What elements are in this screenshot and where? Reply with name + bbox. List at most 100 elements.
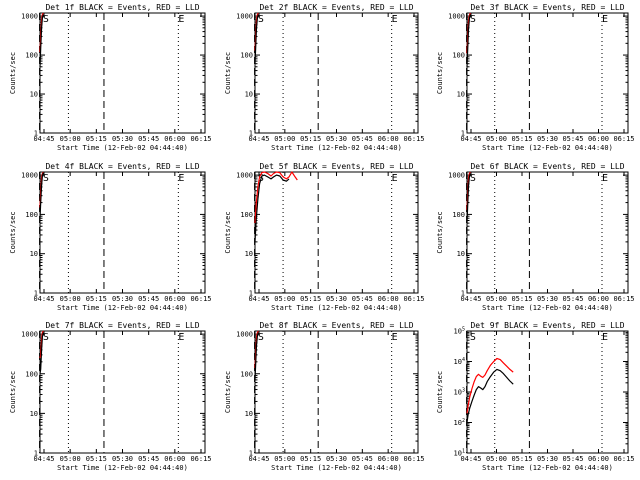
panel-title: Det 8f BLACK = Events, RED = LLD bbox=[259, 321, 413, 330]
x-tick-label: 04:45 bbox=[248, 455, 269, 463]
y-tick-label: 1 bbox=[34, 129, 38, 137]
detector-panel-9: Det 9f BLACK = Events, RED = LLD S E 04:45 0… bbox=[436, 321, 635, 472]
x-tick-label: 04:45 bbox=[460, 135, 481, 143]
y-tick-label: 101 bbox=[454, 448, 465, 457]
x-tick-label: 05:45 bbox=[138, 135, 159, 143]
y-tick-label: 100 bbox=[240, 370, 253, 378]
detector-panel-3: Det 3f BLACK = Events, RED = LLD S E 04:45 0… bbox=[436, 3, 635, 152]
marker-label-e: E bbox=[392, 332, 398, 343]
x-tick-label: 05:00 bbox=[60, 295, 81, 303]
x-tick-label: 05:30 bbox=[112, 135, 133, 143]
x-tick-label: 05:15 bbox=[300, 455, 321, 463]
x-tick-label: 06:00 bbox=[164, 295, 185, 303]
x-tick-label: 06:15 bbox=[190, 295, 211, 303]
x-tick-label: 05:15 bbox=[511, 295, 532, 303]
panel-title: Det 2f BLACK = Events, RED = LLD bbox=[259, 3, 413, 12]
x-tick-label: 05:30 bbox=[537, 455, 558, 463]
marker-label-e: E bbox=[602, 173, 608, 184]
x-tick-label: 06:15 bbox=[613, 295, 634, 303]
y-tick-label: 1000 bbox=[21, 13, 38, 21]
marker-label-s: S bbox=[470, 14, 476, 25]
x-axis-label: Start Time (12-Feb-02 04:44:40) bbox=[57, 144, 188, 152]
x-tick-label: 05:15 bbox=[86, 135, 107, 143]
panel-title: Det 7f BLACK = Events, RED = LLD bbox=[45, 321, 199, 330]
detector-panel-7: Det 7f BLACK = Events, RED = LLD S E 04:45 0… bbox=[9, 321, 212, 472]
y-tick-label: 1 bbox=[34, 449, 38, 457]
x-tick-label: 05:45 bbox=[352, 135, 373, 143]
detector-panel-8: Det 8f BLACK = Events, RED = LLD S E 04:45 0… bbox=[224, 321, 425, 472]
x-tick-label: 05:00 bbox=[486, 455, 507, 463]
x-tick-label: 05:45 bbox=[562, 455, 583, 463]
x-tick-label: 05:45 bbox=[138, 455, 159, 463]
x-axis-label: Start Time (12-Feb-02 04:44:40) bbox=[57, 464, 188, 472]
x-tick-label: 05:15 bbox=[511, 455, 532, 463]
panel-title: Det 6f BLACK = Events, RED = LLD bbox=[470, 162, 624, 171]
panel-title: Det 4f BLACK = Events, RED = LLD bbox=[45, 162, 199, 171]
x-tick-label: 04:45 bbox=[248, 295, 269, 303]
x-tick-label: 05:00 bbox=[486, 295, 507, 303]
x-axis-label: Start Time (12-Feb-02 04:44:40) bbox=[271, 144, 402, 152]
x-tick-label: 06:15 bbox=[403, 135, 424, 143]
series-line-lld bbox=[254, 171, 298, 224]
x-tick-label: 05:30 bbox=[537, 295, 558, 303]
series-line-events bbox=[466, 368, 514, 423]
y-tick-label: 102 bbox=[454, 418, 465, 427]
x-tick-label: 05:15 bbox=[86, 295, 107, 303]
x-tick-label: 06:15 bbox=[403, 295, 424, 303]
x-tick-label: 06:15 bbox=[190, 135, 211, 143]
y-tick-label: 103 bbox=[454, 388, 465, 397]
marker-label-e: E bbox=[178, 332, 184, 343]
marker-label-s: S bbox=[470, 332, 476, 343]
x-tick-label: 05:30 bbox=[326, 455, 347, 463]
x-tick-label: 05:00 bbox=[274, 135, 295, 143]
series-line-events bbox=[466, 173, 471, 224]
x-tick-label: 05:30 bbox=[112, 295, 133, 303]
y-tick-label: 1 bbox=[34, 289, 38, 297]
x-tick-label: 05:45 bbox=[562, 295, 583, 303]
y-tick-label: 104 bbox=[454, 357, 465, 366]
y-axis-label: Counts/sec bbox=[224, 211, 232, 253]
detector-panel-4: Det 4f BLACK = Events, RED = LLD S E 04:45 0… bbox=[9, 162, 212, 312]
marker-label-s: S bbox=[43, 332, 49, 343]
y-tick-label: 1000 bbox=[236, 13, 253, 21]
y-axis-label: Counts/sec bbox=[9, 211, 17, 253]
y-axis-label: Counts/sec bbox=[224, 371, 232, 413]
y-tick-label: 100 bbox=[25, 370, 38, 378]
x-axis-label: Start Time (12-Feb-02 04:44:40) bbox=[482, 464, 613, 472]
series-line-events bbox=[39, 332, 44, 374]
y-tick-label: 1 bbox=[249, 129, 253, 137]
detector-panel-6: Det 6f BLACK = Events, RED = LLD S E 04:45 0… bbox=[436, 162, 635, 312]
x-tick-label: 06:00 bbox=[378, 455, 399, 463]
y-axis-label: Counts/sec bbox=[224, 52, 232, 94]
y-tick-label: 10 bbox=[30, 410, 38, 418]
y-tick-label: 1000 bbox=[21, 331, 38, 339]
x-tick-label: 06:15 bbox=[403, 455, 424, 463]
marker-label-s: S bbox=[258, 332, 264, 343]
y-tick-label: 1000 bbox=[236, 331, 253, 339]
x-tick-label: 05:45 bbox=[138, 295, 159, 303]
x-tick-label: 04:45 bbox=[33, 455, 54, 463]
x-tick-label: 05:15 bbox=[300, 135, 321, 143]
y-axis-label: Counts/sec bbox=[436, 371, 444, 413]
x-tick-label: 05:45 bbox=[562, 135, 583, 143]
series-line-events bbox=[254, 14, 259, 64]
x-tick-label: 06:00 bbox=[588, 455, 609, 463]
y-tick-label: 1 bbox=[249, 449, 253, 457]
marker-label-s: S bbox=[43, 173, 49, 184]
marker-label-e: E bbox=[392, 173, 398, 184]
y-tick-label: 10 bbox=[245, 91, 253, 99]
x-tick-label: 05:15 bbox=[86, 455, 107, 463]
y-axis-label: Counts/sec bbox=[436, 211, 444, 253]
marker-label-s: S bbox=[258, 14, 264, 25]
panel-title: Det 5f BLACK = Events, RED = LLD bbox=[259, 162, 413, 171]
y-tick-label: 100 bbox=[452, 211, 465, 219]
x-axis-label: Start Time (12-Feb-02 04:44:40) bbox=[482, 304, 613, 312]
series-line-events bbox=[254, 332, 259, 380]
marker-label-e: E bbox=[392, 14, 398, 25]
detector-panel-1: Det 1f BLACK = Events, RED = LLD S E 04:45 0… bbox=[9, 3, 212, 152]
x-tick-label: 05:00 bbox=[60, 455, 81, 463]
x-tick-label: 05:30 bbox=[326, 295, 347, 303]
